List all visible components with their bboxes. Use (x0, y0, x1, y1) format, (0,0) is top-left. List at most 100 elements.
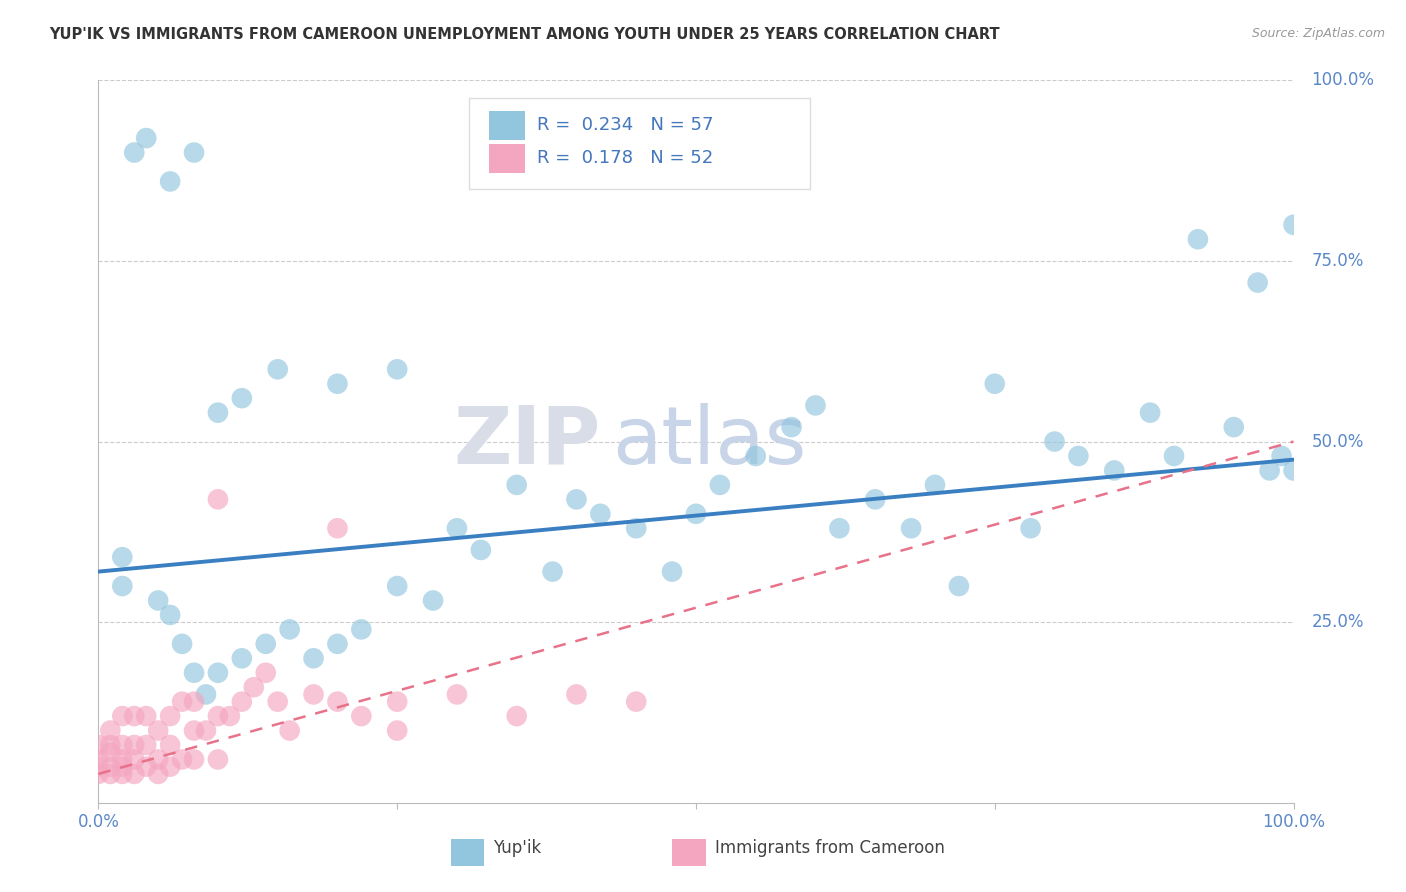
Point (98, 745, 122, 759)
Point (159, 760, 181, 774)
Point (124, 752, 146, 766)
Point (626, 521, 648, 535)
Point (900, 521, 922, 535)
Point (111, 760, 134, 774)
Point (124, 145, 146, 160)
Point (780, 420, 803, 434)
Point (243, 680, 266, 694)
Point (111, 767, 134, 781)
Point (506, 709, 529, 723)
Point (385, 695, 409, 709)
Point (278, 623, 301, 637)
Point (565, 492, 588, 507)
Point (326, 521, 349, 535)
Text: 75.0%: 75.0% (1312, 252, 1364, 270)
Point (948, 579, 970, 593)
Point (804, 398, 827, 412)
Text: Source: ZipAtlas.com: Source: ZipAtlas.com (1251, 27, 1385, 40)
Point (231, 391, 253, 405)
Point (183, 695, 205, 709)
Point (148, 767, 170, 781)
Point (207, 492, 229, 507)
Point (111, 579, 134, 593)
Point (254, 637, 277, 651)
Point (565, 687, 588, 701)
Text: atlas: atlas (613, 402, 807, 481)
Point (159, 607, 181, 622)
Point (709, 478, 731, 492)
Point (87, 760, 110, 774)
Text: Yup'ik: Yup'ik (494, 839, 541, 857)
Point (278, 723, 301, 738)
Point (183, 145, 205, 160)
Point (1282, 218, 1305, 232)
Point (254, 665, 277, 680)
Point (828, 521, 851, 535)
Point (446, 521, 468, 535)
Point (87, 752, 110, 766)
Point (207, 665, 229, 680)
Point (98, 723, 122, 738)
Point (626, 695, 648, 709)
Point (1067, 449, 1090, 463)
FancyBboxPatch shape (489, 111, 524, 139)
Point (183, 752, 205, 766)
Point (135, 760, 157, 774)
Point (148, 752, 170, 766)
Point (195, 723, 218, 738)
Point (87, 738, 110, 752)
Point (326, 376, 349, 391)
Point (219, 709, 242, 723)
Point (385, 723, 409, 738)
Point (111, 709, 134, 723)
Point (661, 565, 683, 579)
Text: 50.0%: 50.0% (1312, 433, 1364, 450)
Point (385, 579, 409, 593)
Point (231, 695, 253, 709)
Point (326, 695, 349, 709)
Point (350, 709, 373, 723)
Point (159, 174, 181, 188)
Point (1247, 276, 1270, 290)
Point (1282, 463, 1305, 477)
Point (1104, 463, 1126, 477)
Point (124, 709, 146, 723)
Point (159, 709, 181, 723)
Text: 100.0%: 100.0% (1312, 71, 1375, 89)
Point (159, 738, 181, 752)
Point (350, 623, 373, 637)
Text: ZIP: ZIP (453, 402, 600, 481)
FancyBboxPatch shape (489, 144, 524, 173)
Point (98, 760, 122, 774)
Point (1187, 232, 1209, 246)
Point (195, 687, 218, 701)
FancyBboxPatch shape (470, 98, 810, 189)
Point (111, 752, 134, 766)
Point (172, 695, 194, 709)
Point (302, 687, 325, 701)
Point (172, 637, 194, 651)
FancyBboxPatch shape (672, 838, 706, 866)
Point (1163, 449, 1185, 463)
Point (506, 478, 529, 492)
Point (541, 565, 564, 579)
Point (183, 723, 205, 738)
Point (470, 542, 492, 557)
Point (865, 492, 887, 507)
Point (231, 651, 253, 665)
Point (1019, 521, 1042, 535)
Point (422, 593, 444, 607)
Point (745, 449, 768, 463)
Point (326, 637, 349, 651)
Point (87, 767, 110, 781)
Point (1258, 463, 1281, 477)
Point (135, 738, 157, 752)
Point (98, 738, 122, 752)
Point (148, 593, 170, 607)
Point (685, 507, 707, 521)
Point (98, 767, 122, 781)
Point (124, 738, 146, 752)
Point (172, 752, 194, 766)
Point (267, 362, 290, 376)
Point (1271, 449, 1294, 463)
